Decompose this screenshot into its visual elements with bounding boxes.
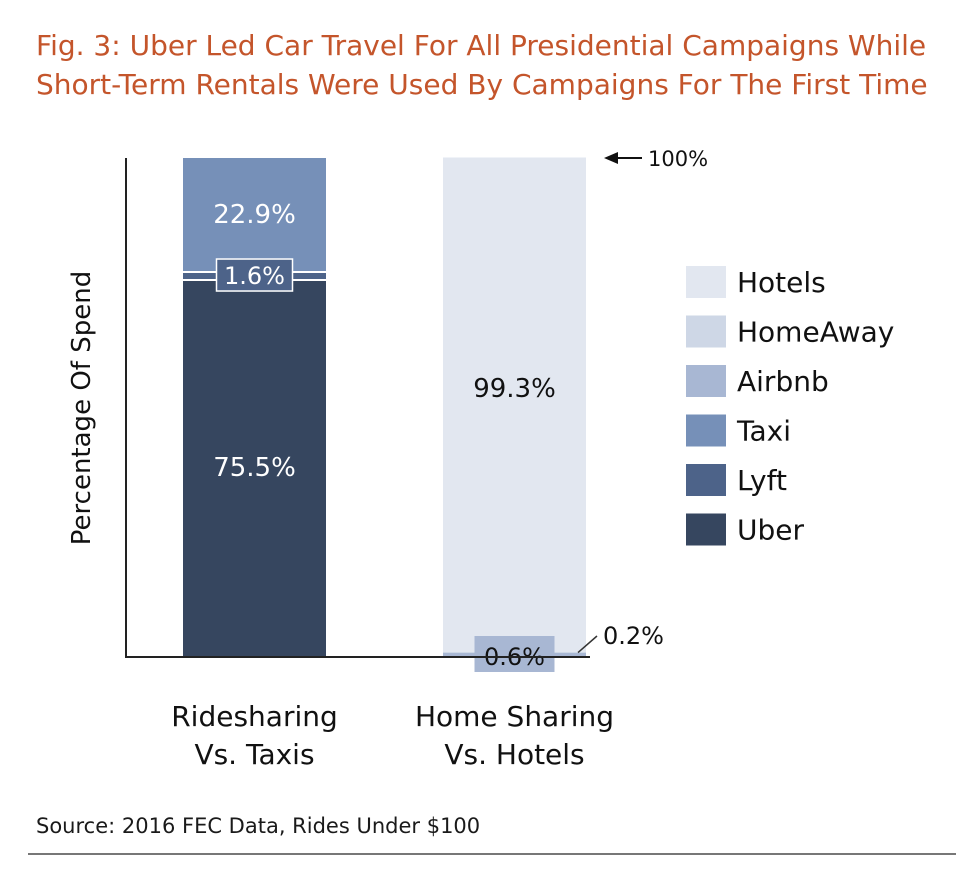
top-marker-label: 100%: [648, 147, 708, 171]
x-category-label-0-line2: Vs. Taxis: [194, 738, 314, 771]
legend: Hotels HomeAway Airbnb Taxi Lyft Uber: [686, 266, 894, 547]
labels-layer: 75.5%1.6%22.9%0.6%0.2%99.3%: [213, 200, 664, 672]
data-label-box-lyft: [215, 258, 294, 292]
legend-label-taxi: Taxi: [736, 415, 791, 448]
data-label-lyft: 1.6%: [224, 262, 285, 290]
legend-swatch-taxi: [686, 414, 726, 447]
x-axis-categories: Ridesharing Vs. Taxis Home Sharing Vs. Hote…: [171, 700, 614, 771]
y-axis-label: Percentage Of Spend: [67, 271, 97, 545]
footer-divider: [28, 853, 956, 855]
legend-swatch-airbnb: [686, 365, 726, 397]
data-label-hotels: 99.3%: [473, 374, 556, 404]
x-category-label-1-line1: Home Sharing: [415, 700, 614, 733]
arrow-left-icon: [604, 152, 618, 164]
stacked-bar-chart: 75.5%1.6%22.9%0.6%0.2%99.3% Percentage O…: [67, 147, 894, 771]
data-label-box-airbnb: [474, 636, 555, 672]
top-marker: 100%: [604, 147, 708, 171]
legend-swatch-uber: [686, 513, 726, 546]
chart-title: Fig. 3: Uber Led Car Travel For All Pres…: [36, 29, 928, 101]
legend-swatch-homeaway: [686, 315, 726, 348]
x-category-label-1-line2: Vs. Hotels: [444, 738, 584, 771]
x-category-label-0-line1: Ridesharing: [171, 700, 338, 733]
leader-line-homeaway: [577, 635, 598, 654]
source-note: Source: 2016 FEC Data, Rides Under $100: [36, 814, 481, 838]
bar-segment-hotels: [443, 157, 586, 653]
data-label-uber: 75.5%: [213, 453, 296, 483]
legend-label-lyft: Lyft: [737, 464, 787, 497]
legend-label-uber: Uber: [737, 514, 804, 547]
legend-swatch-lyft: [686, 464, 726, 496]
bar-segment-taxi: [183, 158, 326, 273]
legend-label-homeaway: HomeAway: [737, 316, 894, 349]
data-label-homeaway: 0.2%: [603, 622, 664, 650]
legend-swatch-hotels: [686, 266, 726, 298]
bars-layer: [183, 157, 586, 656]
legend-label-hotels: Hotels: [737, 266, 826, 299]
bar-segment-uber: [183, 280, 326, 656]
data-label-taxi: 22.9%: [213, 200, 296, 230]
legend-label-airbnb: Airbnb: [737, 365, 829, 398]
